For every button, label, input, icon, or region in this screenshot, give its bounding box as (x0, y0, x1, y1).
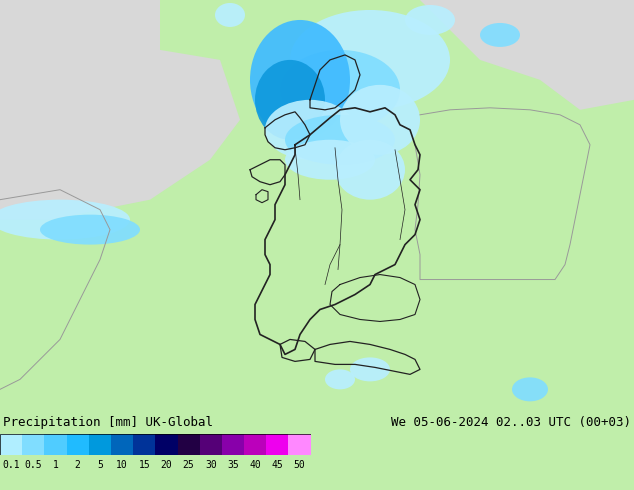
Polygon shape (420, 0, 634, 110)
Ellipse shape (325, 369, 355, 390)
Text: 40: 40 (249, 460, 261, 470)
Ellipse shape (40, 215, 140, 245)
Bar (67, 434, 89, 455)
Text: 30: 30 (205, 460, 217, 470)
Bar (44, 434, 67, 455)
Bar (155, 434, 178, 455)
Text: 15: 15 (138, 460, 150, 470)
Text: 1: 1 (53, 460, 58, 470)
Ellipse shape (0, 199, 130, 240)
Bar (244, 434, 266, 455)
Text: 5: 5 (97, 460, 103, 470)
Bar (266, 434, 288, 455)
Text: We 05-06-2024 02..03 UTC (00+03): We 05-06-2024 02..03 UTC (00+03) (391, 416, 631, 429)
Bar (22, 434, 44, 455)
Bar (178, 434, 200, 455)
Text: 2: 2 (75, 460, 81, 470)
Ellipse shape (335, 140, 405, 199)
Ellipse shape (290, 10, 450, 110)
Bar (89, 434, 111, 455)
Ellipse shape (512, 377, 548, 401)
Ellipse shape (285, 140, 375, 180)
Ellipse shape (350, 357, 390, 381)
Ellipse shape (265, 100, 355, 160)
Text: 20: 20 (160, 460, 172, 470)
Ellipse shape (480, 23, 520, 47)
Bar (111, 434, 133, 455)
Text: 35: 35 (227, 460, 239, 470)
Ellipse shape (340, 85, 420, 155)
Text: 0.5: 0.5 (25, 460, 42, 470)
Ellipse shape (215, 3, 245, 27)
Bar (222, 434, 244, 455)
Text: 45: 45 (271, 460, 283, 470)
Bar (133, 434, 155, 455)
Text: 50: 50 (294, 460, 306, 470)
Text: 25: 25 (183, 460, 195, 470)
Polygon shape (0, 0, 240, 220)
Text: 0.1: 0.1 (3, 460, 20, 470)
Ellipse shape (250, 20, 350, 140)
Text: 10: 10 (116, 460, 128, 470)
Bar (0, 434, 22, 455)
Bar (288, 434, 311, 455)
Bar (200, 434, 222, 455)
Ellipse shape (405, 5, 455, 35)
Ellipse shape (255, 60, 325, 140)
Ellipse shape (285, 115, 395, 165)
Ellipse shape (280, 50, 400, 130)
Text: Precipitation [mm] UK-Global: Precipitation [mm] UK-Global (3, 416, 213, 429)
